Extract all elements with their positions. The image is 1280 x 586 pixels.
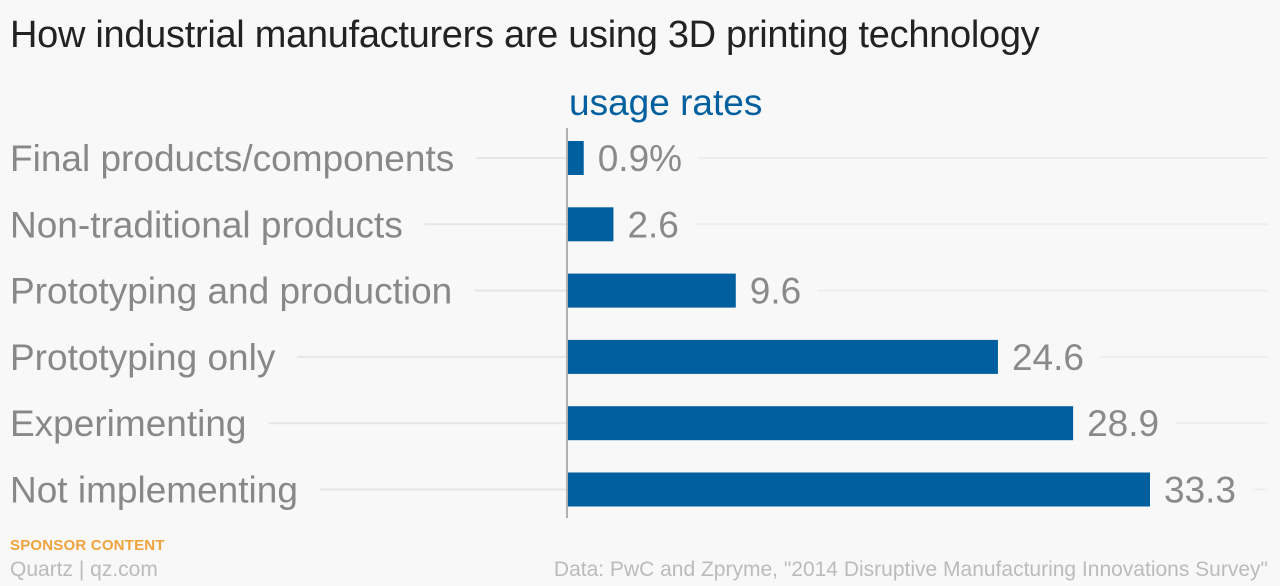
chart-title: How industrial manufacturers are using 3… (10, 14, 1040, 56)
value-label: 28.9 (1087, 403, 1159, 444)
category-label: Not implementing (10, 470, 298, 511)
bar (568, 406, 1074, 441)
category-label: Prototyping only (10, 337, 276, 378)
bar (568, 339, 998, 374)
bar-chart: usage rates Final products/components 0.9%… (10, 82, 1237, 518)
brand-credit: Quartz | qz.com (10, 558, 158, 581)
value-label: 9.6 (750, 271, 801, 312)
sponsor-label: SPONSOR CONTENT (10, 537, 165, 554)
bar (568, 141, 584, 175)
value-label: 24.6 (1012, 337, 1084, 378)
category-label: Non-traditional products (10, 204, 403, 245)
category-label: Experimenting (10, 403, 247, 444)
data-source: Data: PwC and Zpryme, "2014 Disruptive M… (553, 558, 1268, 581)
series-label: usage rates (569, 82, 762, 123)
value-label: 33.3 (1164, 470, 1236, 511)
value-label: 0.9% (598, 138, 682, 179)
bar (568, 207, 614, 242)
category-label: Prototyping and production (10, 271, 452, 312)
bar (568, 273, 736, 308)
bar (568, 472, 1150, 507)
category-label: Final products/components (10, 138, 454, 179)
value-label: 2.6 (627, 204, 678, 245)
